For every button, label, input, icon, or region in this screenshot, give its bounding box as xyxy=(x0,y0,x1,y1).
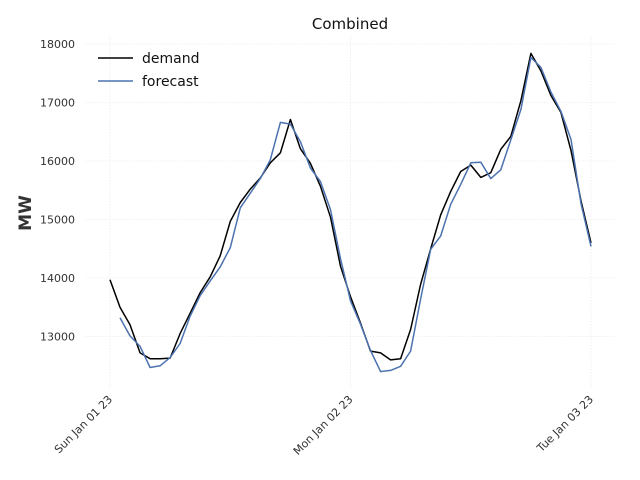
legend: demand forecast xyxy=(98,51,199,90)
y-tick-label: 17000 xyxy=(40,97,75,110)
y-tick-label: 14000 xyxy=(40,272,75,285)
grid xyxy=(85,36,615,388)
chart-title: Combined xyxy=(312,15,388,33)
x-tick-label: Tue Jan 03 23 xyxy=(534,393,596,455)
series-line-demand xyxy=(109,52,592,361)
series-lines xyxy=(109,52,592,373)
x-tick-label: Sun Jan 01 23 xyxy=(52,393,115,456)
y-tick-label: 15000 xyxy=(40,214,75,227)
series-line-forecast xyxy=(119,56,592,373)
legend-label-forecast: forecast xyxy=(142,74,199,90)
y-tick-label: 18000 xyxy=(40,38,75,51)
legend-label-demand: demand xyxy=(142,51,199,67)
y-axis-label: MW xyxy=(16,195,36,231)
x-tick-label: Mon Jan 02 23 xyxy=(291,393,356,458)
y-tick-label: 16000 xyxy=(40,155,75,168)
axis-ticks: 13000 14000 15000 16000 17000 18000 Sun Jan 01… xyxy=(40,38,596,458)
y-tick-label: 13000 xyxy=(40,331,75,344)
